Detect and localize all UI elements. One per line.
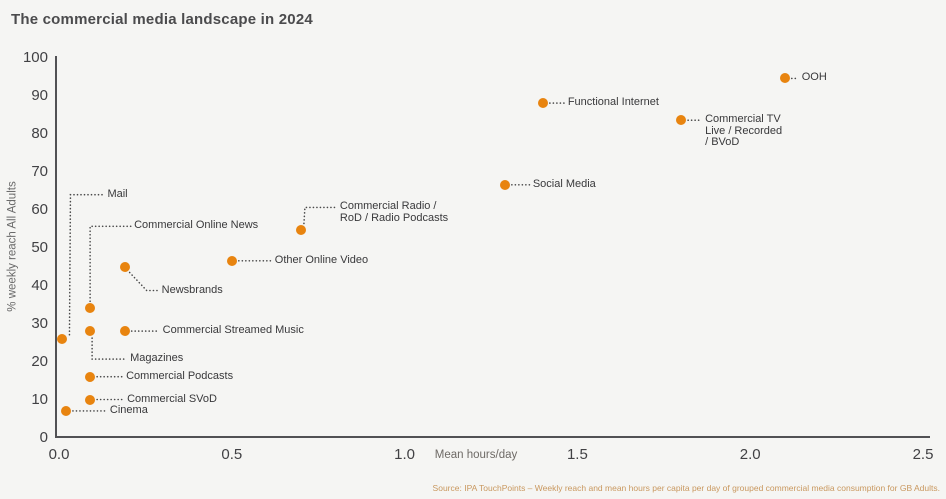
- y-tick-label: 60: [31, 200, 48, 218]
- y-tick-label: 100: [22, 48, 48, 66]
- data-point: [85, 394, 96, 405]
- y-tick-label: 20: [31, 352, 48, 370]
- point-label: Social Media: [532, 177, 596, 190]
- point-label: Commercial TV Live / Recorded / BVoD: [705, 113, 783, 149]
- data-point: [499, 179, 510, 190]
- data-point: [537, 98, 548, 109]
- leader-line: [91, 337, 128, 360]
- point-label: Other Online Video: [274, 253, 369, 266]
- data-point: [676, 115, 687, 126]
- x-tick-label: 2.0: [739, 446, 761, 463]
- y-tick-label: 30: [31, 314, 48, 332]
- x-tick-label: 0.5: [221, 446, 243, 463]
- y-tick-label: 90: [31, 86, 48, 104]
- point-label: Cinema: [109, 403, 148, 416]
- data-point: [119, 326, 130, 337]
- leader-line: [128, 271, 160, 292]
- point-label: Commercial SVoD: [127, 392, 217, 405]
- y-tick-label: 40: [31, 276, 48, 294]
- data-point: [57, 333, 68, 344]
- point-label: Commercial Online News: [134, 219, 259, 232]
- data-point: [779, 73, 790, 84]
- data-point: [85, 326, 96, 337]
- data-point: [119, 261, 130, 272]
- data-point: [85, 371, 96, 382]
- x-tick-label: 0.0: [48, 446, 70, 463]
- source-note: Source: IPA TouchPoints – Weekly reach a…: [432, 483, 940, 493]
- point-label: Newsbrands: [161, 283, 223, 296]
- data-point: [295, 225, 306, 236]
- point-label: Mail: [107, 187, 128, 200]
- axis-frame: [55, 56, 930, 438]
- point-label: Commercial Streamed Music: [162, 324, 304, 337]
- y-tick-label: 70: [31, 162, 48, 180]
- leader-line: [89, 225, 132, 303]
- data-point: [226, 255, 237, 266]
- data-point: [60, 405, 71, 416]
- chart-title: The commercial media landscape in 2024: [11, 11, 313, 28]
- y-tick-label: 80: [31, 124, 48, 142]
- point-label: Commercial Radio / RoD / Radio Podcasts: [339, 200, 449, 224]
- point-label: OOH: [801, 71, 827, 84]
- point-label: Magazines: [130, 352, 184, 365]
- y-tick-label: 50: [31, 238, 48, 256]
- point-label: Functional Internet: [567, 96, 659, 109]
- x-tick-label: 2.5: [912, 446, 934, 463]
- x-tick-label: 1.0: [394, 446, 416, 463]
- leader-line: [68, 193, 106, 336]
- y-tick-label: 0: [39, 428, 48, 446]
- y-tick-label: 10: [31, 390, 48, 408]
- x-axis-label: Mean hours/day: [434, 449, 518, 461]
- data-point: [85, 303, 96, 314]
- point-label: Commercial Podcasts: [126, 369, 234, 382]
- leader-line: [303, 206, 338, 225]
- x-tick-label: 1.5: [566, 446, 588, 463]
